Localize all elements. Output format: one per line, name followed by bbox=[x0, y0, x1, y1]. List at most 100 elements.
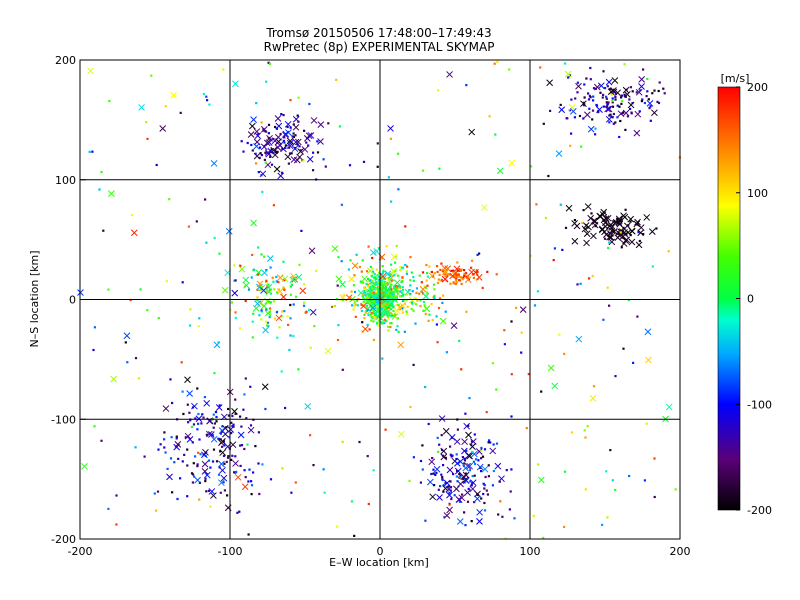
scatter-cross bbox=[597, 82, 605, 90]
scatter-dot bbox=[398, 266, 402, 269]
scatter-dot bbox=[251, 336, 254, 339]
scatter-dot bbox=[442, 490, 445, 493]
scatter-cross bbox=[301, 146, 309, 153]
scatter-dot bbox=[440, 434, 443, 437]
scatter-dot bbox=[214, 410, 218, 414]
scatter-cross bbox=[622, 86, 630, 94]
scatter-dot bbox=[387, 329, 390, 332]
scatter-dot bbox=[305, 141, 308, 144]
scatter-dot bbox=[266, 324, 269, 327]
scatter-dot bbox=[272, 137, 275, 141]
scatter-dot bbox=[674, 488, 677, 491]
scatter-dot bbox=[369, 297, 372, 300]
scatter-dot bbox=[624, 208, 627, 211]
scatter-dot bbox=[250, 484, 254, 487]
scatter-dot bbox=[324, 165, 327, 168]
scatter-cross bbox=[254, 300, 261, 308]
scatter-dot bbox=[134, 357, 138, 360]
scatter-dot bbox=[392, 310, 395, 313]
scatter-dot bbox=[622, 347, 625, 350]
scatter-cross bbox=[317, 121, 325, 128]
scatter-dot bbox=[463, 462, 466, 465]
scatter-dot bbox=[308, 308, 311, 311]
scatter-dot bbox=[390, 322, 393, 325]
scatter-dot bbox=[520, 331, 523, 334]
scatter-dot bbox=[389, 311, 392, 314]
scatter-cross bbox=[276, 274, 284, 281]
scatter-cross bbox=[166, 473, 173, 481]
scatter-dot bbox=[486, 270, 489, 273]
scatter-dot bbox=[299, 149, 302, 152]
scatter-dot bbox=[480, 457, 483, 460]
scatter-dot bbox=[203, 396, 206, 399]
scatter-cross bbox=[623, 222, 631, 230]
scatter-dot bbox=[366, 277, 370, 280]
scatter-dot bbox=[383, 283, 386, 286]
scatter-dot bbox=[397, 188, 400, 191]
scatter-dot bbox=[396, 317, 399, 320]
scatter-cross bbox=[446, 491, 453, 499]
scatter-cross bbox=[159, 125, 167, 132]
scatter-cross bbox=[604, 214, 612, 222]
scatter-dot bbox=[363, 286, 366, 289]
scatter-dot bbox=[230, 432, 233, 435]
scatter-dot bbox=[100, 171, 103, 174]
scatter-dot bbox=[376, 165, 379, 168]
scatter-dot bbox=[444, 310, 447, 313]
scatter-dot bbox=[355, 299, 358, 302]
scatter-dot bbox=[255, 162, 258, 165]
scatter-dot bbox=[371, 256, 374, 260]
scatter-cross bbox=[584, 203, 592, 210]
scatter-dot bbox=[535, 203, 538, 206]
scatter-dot bbox=[376, 283, 379, 286]
scatter-cross bbox=[590, 232, 597, 240]
scatter-dot bbox=[638, 239, 641, 243]
scatter-dot bbox=[549, 109, 552, 112]
scatter-cross bbox=[250, 116, 257, 124]
scatter-dot bbox=[274, 125, 277, 129]
scatter-dot bbox=[218, 404, 221, 407]
scatter-dot bbox=[387, 317, 390, 320]
scatter-dot bbox=[480, 449, 483, 453]
scatter-dot bbox=[282, 260, 285, 263]
scatter-dot bbox=[245, 417, 248, 420]
scatter-cross bbox=[310, 117, 318, 124]
scatter-dot bbox=[442, 484, 445, 487]
scatter-dot bbox=[385, 306, 389, 309]
scatter-dot bbox=[405, 272, 408, 275]
scatter-dot bbox=[234, 311, 237, 314]
scatter-cross bbox=[264, 309, 272, 317]
scatter-dot bbox=[401, 276, 404, 279]
scatter-dot bbox=[367, 313, 370, 317]
scatter-dot bbox=[581, 221, 584, 224]
scatter-dot bbox=[213, 236, 216, 240]
scatter-cross bbox=[203, 471, 211, 479]
scatter-cross bbox=[218, 460, 225, 468]
scatter-dot bbox=[463, 273, 466, 276]
scatter-cross bbox=[604, 105, 611, 113]
scatter-dot bbox=[614, 375, 617, 378]
scatter-dot bbox=[437, 306, 441, 310]
scatter-dot bbox=[171, 491, 174, 494]
scatter-dot bbox=[387, 295, 390, 298]
scatter-cross bbox=[219, 449, 227, 456]
scatter-cross bbox=[596, 212, 604, 220]
scatter-dot bbox=[186, 464, 189, 467]
scatter-dot bbox=[470, 440, 474, 443]
scatter-cross bbox=[605, 105, 613, 113]
scatter-dot bbox=[510, 415, 513, 418]
scatter-cross bbox=[360, 302, 367, 310]
scatter-dot bbox=[275, 127, 278, 130]
scatter-cross bbox=[628, 227, 636, 235]
scatter-dot bbox=[608, 241, 611, 244]
scatter-dot bbox=[520, 351, 523, 354]
scatter-cross bbox=[468, 128, 476, 136]
scatter-cross bbox=[468, 268, 475, 276]
scatter-dot bbox=[440, 473, 443, 476]
scatter-dot bbox=[269, 301, 272, 304]
scatter-cross bbox=[256, 280, 264, 288]
scatter-dot bbox=[391, 304, 394, 307]
scatter-dot bbox=[366, 323, 369, 326]
scatter-cross bbox=[276, 288, 284, 295]
scatter-dot bbox=[390, 263, 393, 266]
